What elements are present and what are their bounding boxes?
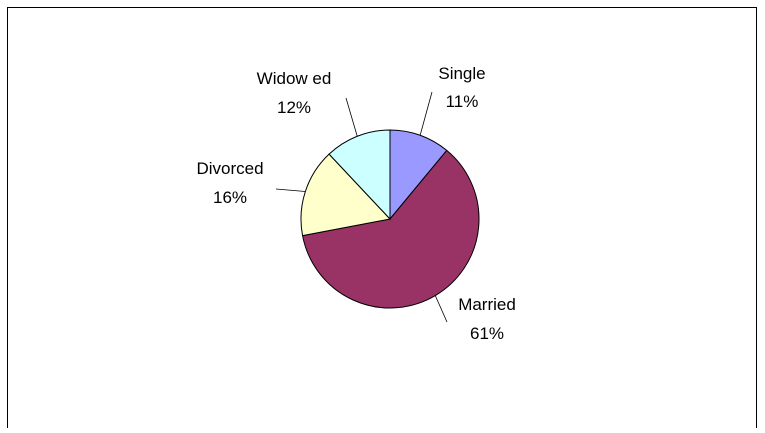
leader-line-single	[419, 91, 433, 136]
slice-percent-single: 11%	[446, 92, 479, 111]
slice-label-single: Single	[438, 64, 485, 83]
pie-slice-married	[301, 149, 480, 309]
slice-percent-divorced: 16%	[213, 188, 247, 207]
slice-label-divorced: Divorced	[196, 159, 263, 178]
pie-slices	[300, 129, 480, 309]
slice-percent-widowed: 12%	[277, 98, 311, 117]
leader-line-widowed	[345, 97, 358, 137]
slice-label-married: Married	[458, 295, 516, 314]
leader-line-married	[434, 295, 448, 323]
slice-label-widowed: Widow ed	[257, 69, 332, 88]
pie-slice-widowed	[328, 129, 391, 221]
leader-line-divorced	[275, 188, 306, 192]
leader-lines	[275, 91, 448, 323]
slice-percent-married: 61%	[470, 324, 504, 343]
data-labels: Single 11% Married 61% Divorced 16% Wido…	[196, 64, 515, 343]
